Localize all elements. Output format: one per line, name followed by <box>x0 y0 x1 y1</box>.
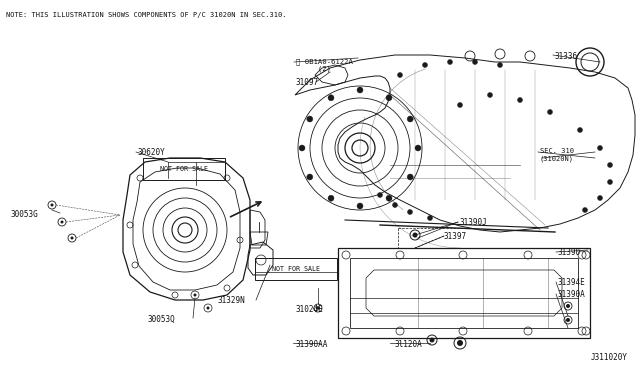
Text: 31397: 31397 <box>444 232 467 241</box>
Circle shape <box>193 294 196 296</box>
Circle shape <box>598 145 602 151</box>
Circle shape <box>447 60 452 64</box>
Circle shape <box>207 307 209 310</box>
Text: 30620Y: 30620Y <box>138 148 166 157</box>
Circle shape <box>518 97 522 103</box>
Circle shape <box>316 306 320 310</box>
Circle shape <box>407 116 413 122</box>
Circle shape <box>307 174 313 180</box>
Circle shape <box>497 62 502 67</box>
Circle shape <box>598 196 602 201</box>
Text: 31097: 31097 <box>296 78 319 87</box>
Circle shape <box>378 192 383 198</box>
Text: Ⓑ 0B1A0-6122A
     (2): Ⓑ 0B1A0-6122A (2) <box>296 58 353 72</box>
Text: 31024E: 31024E <box>296 305 324 314</box>
Text: 31390A: 31390A <box>558 290 586 299</box>
Circle shape <box>566 318 570 322</box>
Text: 31394E: 31394E <box>558 278 586 287</box>
Circle shape <box>415 145 421 151</box>
Circle shape <box>357 203 363 209</box>
Circle shape <box>607 180 612 185</box>
Circle shape <box>328 195 334 201</box>
Circle shape <box>307 116 313 122</box>
Text: 30053Q: 30053Q <box>148 315 176 324</box>
Circle shape <box>328 95 334 101</box>
Text: 31390AA: 31390AA <box>296 340 328 349</box>
Circle shape <box>577 128 582 132</box>
Circle shape <box>397 73 403 77</box>
Circle shape <box>582 208 588 212</box>
Circle shape <box>299 145 305 151</box>
Text: NOT FOR SALE: NOT FOR SALE <box>160 166 208 172</box>
Circle shape <box>70 237 74 240</box>
Text: 30053G: 30053G <box>10 210 38 219</box>
Circle shape <box>61 221 63 224</box>
Text: J311020Y: J311020Y <box>591 353 628 362</box>
Text: NOTE: THIS ILLUSTRATION SHOWS COMPONENTS OF P/C 31020N IN SEC.310.: NOTE: THIS ILLUSTRATION SHOWS COMPONENTS… <box>6 12 287 18</box>
Circle shape <box>457 340 463 346</box>
Circle shape <box>422 62 428 67</box>
Circle shape <box>392 202 397 208</box>
Circle shape <box>408 209 413 215</box>
Circle shape <box>357 87 363 93</box>
Circle shape <box>386 195 392 201</box>
Circle shape <box>51 203 54 206</box>
Circle shape <box>607 163 612 167</box>
Circle shape <box>386 95 392 101</box>
Text: SEC. 310
(31020N): SEC. 310 (31020N) <box>540 148 574 161</box>
Circle shape <box>566 304 570 308</box>
Text: NOT FOR SALE: NOT FOR SALE <box>272 266 320 272</box>
Text: 3l120A: 3l120A <box>395 340 423 349</box>
Text: 31329N: 31329N <box>218 296 246 305</box>
Circle shape <box>547 109 552 115</box>
Circle shape <box>407 174 413 180</box>
Circle shape <box>413 232 417 237</box>
Circle shape <box>488 93 493 97</box>
Circle shape <box>428 215 433 221</box>
Text: 31390J: 31390J <box>460 218 488 227</box>
Circle shape <box>472 60 477 64</box>
Circle shape <box>458 103 463 108</box>
Text: 31336: 31336 <box>555 52 578 61</box>
Circle shape <box>429 337 435 343</box>
Text: 31390: 31390 <box>558 248 581 257</box>
